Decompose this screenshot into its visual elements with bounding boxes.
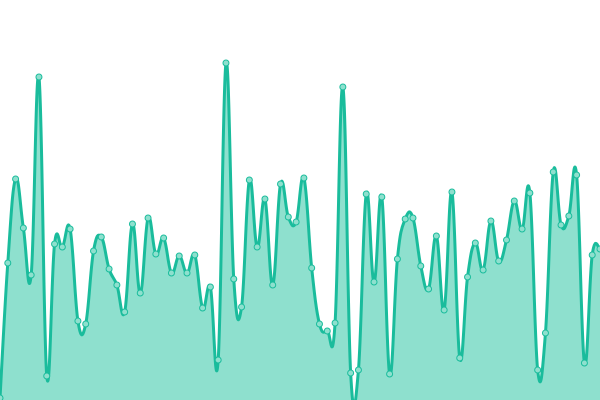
data-points	[0, 59, 600, 400]
data-point-40	[308, 264, 316, 272]
data-point-39	[300, 174, 308, 182]
data-point-38	[292, 218, 300, 226]
data-point-51	[393, 255, 401, 263]
data-point-1	[4, 259, 12, 267]
data-point-12	[90, 247, 98, 255]
data-point-7	[51, 240, 59, 248]
data-point-26	[199, 304, 207, 312]
data-point-34	[261, 195, 269, 203]
data-point-10	[74, 317, 82, 325]
data-point-22	[167, 269, 175, 277]
data-point-72	[557, 221, 565, 229]
data-point-27	[206, 283, 214, 291]
data-point-59	[456, 354, 464, 362]
data-point-21	[160, 234, 168, 242]
data-point-43	[331, 319, 339, 327]
data-point-19	[144, 214, 152, 222]
data-point-53	[409, 214, 417, 222]
data-point-8	[58, 243, 66, 251]
data-point-56	[432, 232, 440, 240]
data-point-15	[113, 281, 121, 289]
data-point-58	[448, 188, 456, 196]
data-point-35	[269, 281, 277, 289]
data-point-32	[245, 176, 253, 184]
data-point-63	[487, 217, 495, 225]
data-point-62	[479, 266, 487, 274]
data-point-60	[464, 273, 472, 281]
data-point-24	[183, 269, 191, 277]
data-point-57	[440, 306, 448, 314]
data-point-11	[82, 320, 90, 328]
area-fill	[0, 62, 600, 400]
data-point-9	[66, 225, 74, 233]
data-point-14	[105, 265, 113, 273]
data-point-3	[19, 224, 27, 232]
data-point-16	[121, 308, 129, 316]
data-point-65	[502, 236, 510, 244]
data-point-45	[347, 369, 355, 377]
data-point-76	[588, 251, 596, 259]
data-point-74	[573, 171, 581, 179]
data-point-66	[510, 197, 518, 205]
data-point-28	[214, 356, 222, 364]
data-point-46	[354, 366, 362, 374]
data-point-41	[315, 320, 323, 328]
data-point-70	[541, 329, 549, 337]
data-point-77	[596, 245, 600, 253]
data-point-42	[323, 327, 331, 335]
data-point-30	[230, 275, 238, 283]
data-point-71	[549, 168, 557, 176]
data-point-5	[35, 73, 43, 81]
data-point-20	[152, 250, 160, 258]
data-point-55	[425, 285, 433, 293]
data-point-0	[0, 394, 4, 400]
data-point-69	[534, 366, 542, 374]
data-point-6	[43, 372, 51, 380]
data-point-61	[471, 239, 479, 247]
data-point-44	[339, 83, 347, 91]
data-point-50	[386, 370, 394, 378]
data-point-73	[565, 212, 573, 220]
data-point-13	[97, 233, 105, 241]
data-point-2	[12, 175, 20, 183]
data-point-68	[526, 189, 534, 197]
data-point-49	[378, 193, 386, 201]
data-point-67	[518, 225, 526, 233]
data-point-17	[128, 220, 136, 228]
data-point-64	[495, 257, 503, 265]
data-point-33	[253, 243, 261, 251]
data-point-36	[277, 180, 285, 188]
data-point-31	[238, 303, 246, 311]
data-point-4	[27, 271, 35, 279]
data-point-54	[417, 262, 425, 270]
data-point-29	[222, 59, 230, 67]
data-point-23	[175, 252, 183, 260]
data-point-47	[362, 190, 370, 198]
data-point-48	[370, 278, 378, 286]
data-point-18	[136, 289, 144, 297]
data-point-37	[284, 213, 292, 221]
data-point-75	[580, 359, 588, 367]
data-point-52	[401, 215, 409, 223]
data-point-25	[191, 251, 199, 259]
